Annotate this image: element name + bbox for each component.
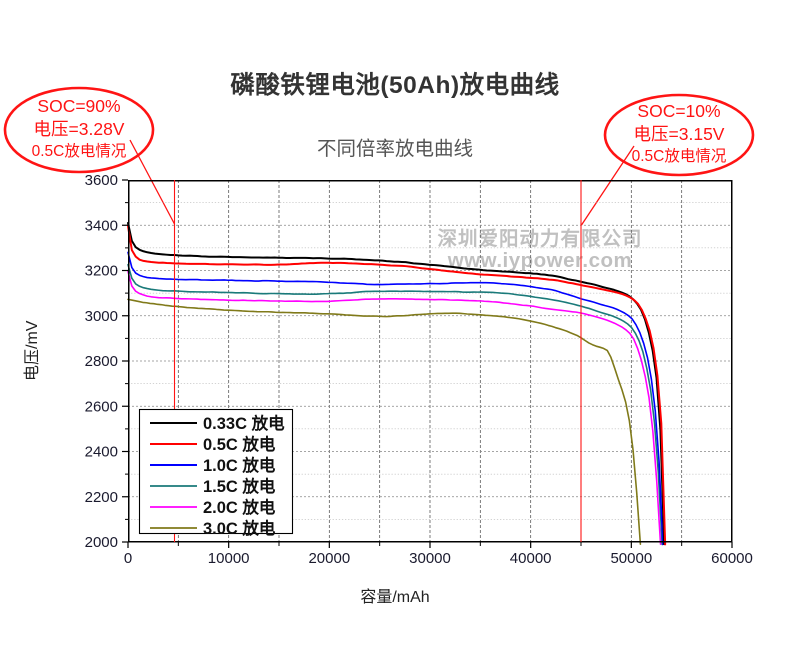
svg-text:40000: 40000 <box>510 550 552 567</box>
svg-text:3600: 3600 <box>85 172 118 189</box>
svg-text:3000: 3000 <box>85 308 118 325</box>
svg-text:3.0C 放电: 3.0C 放电 <box>203 518 276 538</box>
svg-text:1.0C 放电: 1.0C 放电 <box>203 455 276 475</box>
svg-text:30000: 30000 <box>409 550 451 567</box>
svg-text:3200: 3200 <box>85 263 118 280</box>
svg-text:60000: 60000 <box>711 550 753 567</box>
svg-text:0.33C 放电: 0.33C 放电 <box>203 413 285 433</box>
svg-text:1.5C 放电: 1.5C 放电 <box>203 476 276 496</box>
svg-text:2400: 2400 <box>85 444 118 461</box>
svg-text:2800: 2800 <box>85 353 118 370</box>
svg-text:50000: 50000 <box>610 550 652 567</box>
svg-text:20000: 20000 <box>308 550 350 567</box>
svg-text:2000: 2000 <box>85 534 118 551</box>
svg-text:3400: 3400 <box>85 217 118 234</box>
svg-text:2200: 2200 <box>85 489 118 506</box>
svg-text:10000: 10000 <box>208 550 250 567</box>
svg-text:2600: 2600 <box>85 398 118 415</box>
svg-text:0: 0 <box>124 550 132 567</box>
svg-text:0.5C 放电: 0.5C 放电 <box>203 434 276 454</box>
svg-text:2.0C 放电: 2.0C 放电 <box>203 497 276 517</box>
